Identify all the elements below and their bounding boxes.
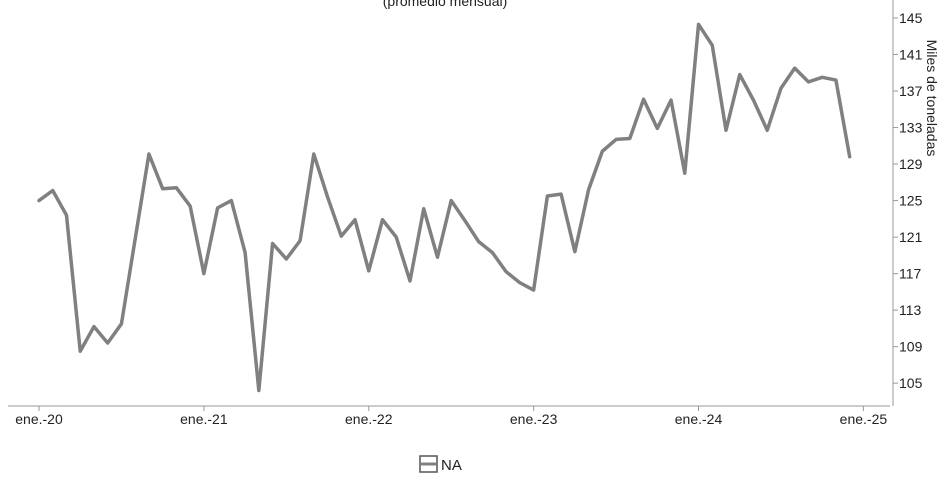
data-point	[230, 199, 233, 202]
data-point	[340, 235, 343, 238]
data-point	[711, 44, 714, 47]
data-point	[628, 137, 631, 140]
data-point	[505, 270, 508, 273]
data-point	[354, 218, 357, 221]
x-tick-label: ene.-21	[180, 411, 228, 427]
x-tick-label: ene.-24	[675, 411, 723, 427]
data-point	[848, 155, 851, 158]
data-point	[725, 129, 728, 132]
data-point	[161, 187, 164, 190]
data-point	[367, 269, 370, 272]
y-tick-label: 133	[899, 120, 923, 136]
x-tick-label: ene.-25	[840, 411, 888, 427]
data-point	[422, 207, 425, 210]
data-point	[821, 76, 824, 79]
x-tick-label: ene.-22	[345, 411, 393, 427]
data-point	[257, 389, 260, 392]
data-point	[51, 189, 54, 192]
data-point	[656, 127, 659, 130]
data-point	[670, 99, 673, 102]
data-point	[793, 67, 796, 70]
data-point	[134, 237, 137, 240]
data-point	[285, 258, 288, 261]
data-point	[615, 138, 618, 141]
x-tick-label: ene.-23	[510, 411, 558, 427]
y-tick-label: 141	[899, 46, 923, 62]
data-point	[518, 281, 521, 284]
data-point	[683, 172, 686, 175]
x-axis-ticks: ene.-20 ene.-21 ene.-22 ene.-23 ene.-24 ene.-…	[15, 406, 887, 427]
data-point	[834, 79, 837, 82]
data-point	[79, 350, 82, 353]
data-point	[779, 87, 782, 90]
series-line-na	[37, 22, 852, 393]
data-point	[216, 206, 219, 209]
data-point	[202, 272, 205, 275]
legend: NA	[419, 455, 462, 474]
data-point	[463, 219, 466, 222]
data-point	[106, 342, 109, 345]
series-points	[38, 23, 852, 392]
data-point	[532, 289, 535, 292]
y-tick-label: 121	[899, 229, 923, 245]
y-tick-label: 137	[899, 83, 923, 99]
data-point	[573, 250, 576, 253]
data-point	[587, 188, 590, 191]
legend-label-na: NA	[441, 457, 462, 474]
data-point	[299, 239, 302, 242]
legend-swatch-na	[419, 455, 438, 473]
y-tick-label: 125	[899, 193, 923, 209]
data-point	[436, 256, 439, 259]
y-axis-label: Miles de toneladas	[924, 40, 940, 157]
data-point	[120, 322, 123, 325]
data-point	[189, 205, 192, 208]
data-point	[752, 99, 755, 102]
data-point	[601, 150, 604, 153]
x-tick-label: ene.-20	[15, 411, 63, 427]
data-point	[450, 199, 453, 202]
data-point	[65, 214, 68, 217]
data-point	[244, 251, 247, 254]
data-point	[312, 153, 315, 156]
data-point	[175, 186, 178, 189]
y-tick-label: 117	[899, 266, 922, 282]
data-point	[408, 279, 411, 282]
data-point	[381, 218, 384, 221]
y-axis: 105 109 113 117 121 125 129 133 137 141 145	[892, 0, 923, 406]
data-point	[738, 73, 741, 76]
data-point	[477, 240, 480, 243]
y-tick-label: 109	[899, 339, 923, 355]
data-point	[92, 325, 95, 328]
y-tick-label: 129	[899, 156, 923, 172]
data-point	[326, 195, 329, 198]
data-point	[766, 129, 769, 132]
data-point	[147, 153, 150, 156]
data-point	[38, 199, 41, 202]
data-point	[560, 193, 563, 196]
data-point	[491, 251, 494, 254]
data-point	[807, 80, 810, 83]
data-point	[271, 242, 274, 245]
data-point	[546, 195, 549, 198]
y-tick-label: 113	[899, 302, 922, 318]
data-point	[697, 23, 700, 26]
chart-subtitle: (promedio mensual)	[383, 0, 508, 9]
y-tick-label: 145	[899, 10, 923, 26]
data-point	[395, 236, 398, 239]
data-point	[642, 98, 645, 101]
y-tick-label: 105	[899, 375, 923, 391]
